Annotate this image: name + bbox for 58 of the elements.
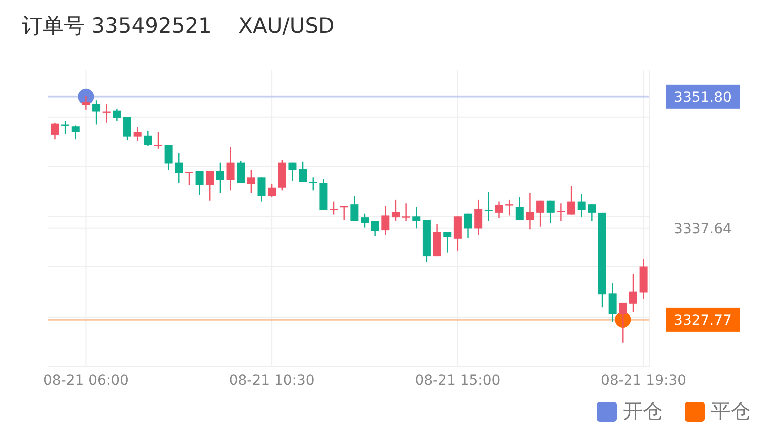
candlestick	[361, 213, 370, 228]
candlestick	[474, 199, 483, 236]
y-tick-label: 3337.64	[674, 221, 732, 238]
legend-label: 平仓	[711, 398, 751, 425]
candlestick	[382, 206, 390, 236]
candlestick	[144, 130, 152, 147]
candlestick	[299, 161, 308, 183]
candlestick	[247, 170, 256, 194]
candlestick	[506, 199, 514, 216]
candlestick	[206, 170, 214, 202]
candlestick	[113, 108, 122, 122]
candlestick	[557, 203, 566, 222]
candlestick	[216, 162, 224, 194]
y-tick-label: 3351.80	[674, 90, 732, 106]
y-tick-label: 3327.77	[674, 312, 732, 329]
candlestick	[196, 170, 204, 196]
candlestick	[402, 203, 410, 222]
candlestick	[578, 194, 586, 218]
candlestick	[124, 116, 132, 142]
candlestick	[568, 185, 576, 216]
candlestick	[495, 201, 504, 220]
candlestick	[629, 274, 638, 313]
x-tick-label: 08-21 19:30	[601, 372, 687, 389]
candlestick	[464, 213, 472, 239]
candlestick	[516, 196, 524, 221]
candlestick	[51, 122, 60, 140]
candlestick	[185, 171, 194, 186]
candlestick	[72, 125, 80, 140]
candlestick	[92, 100, 101, 126]
candlestick	[154, 132, 162, 150]
candlestick	[164, 144, 173, 171]
candlestick	[392, 199, 400, 222]
candlestick	[82, 95, 90, 111]
candlestick	[536, 200, 545, 228]
candlestick	[588, 204, 596, 222]
chart-title: 订单号 335492521 XAU/USD	[22, 13, 335, 40]
candlestick	[412, 206, 421, 230]
candlestick	[288, 162, 297, 182]
candlestick	[268, 184, 276, 198]
candlestick	[350, 196, 359, 222]
candlestick	[546, 200, 555, 224]
candlestick	[258, 177, 266, 202]
candlestick	[484, 192, 493, 222]
candlestick	[454, 216, 462, 252]
candlestick	[226, 146, 235, 192]
candlestick	[175, 152, 184, 184]
candlestick	[134, 126, 142, 142]
candlestick	[619, 302, 628, 344]
x-tick-label: 08-21 15:00	[415, 372, 501, 389]
candlestick	[608, 282, 617, 324]
candlestick	[330, 201, 338, 216]
candlestick	[526, 192, 534, 230]
candlestick	[371, 220, 380, 237]
x-tick-label: 08-21 10:30	[229, 372, 315, 389]
candlestick	[444, 232, 452, 254]
legend-label: 开仓	[623, 398, 663, 425]
x-tick-label: 08-21 06:00	[43, 372, 129, 389]
candlestick	[237, 160, 246, 184]
